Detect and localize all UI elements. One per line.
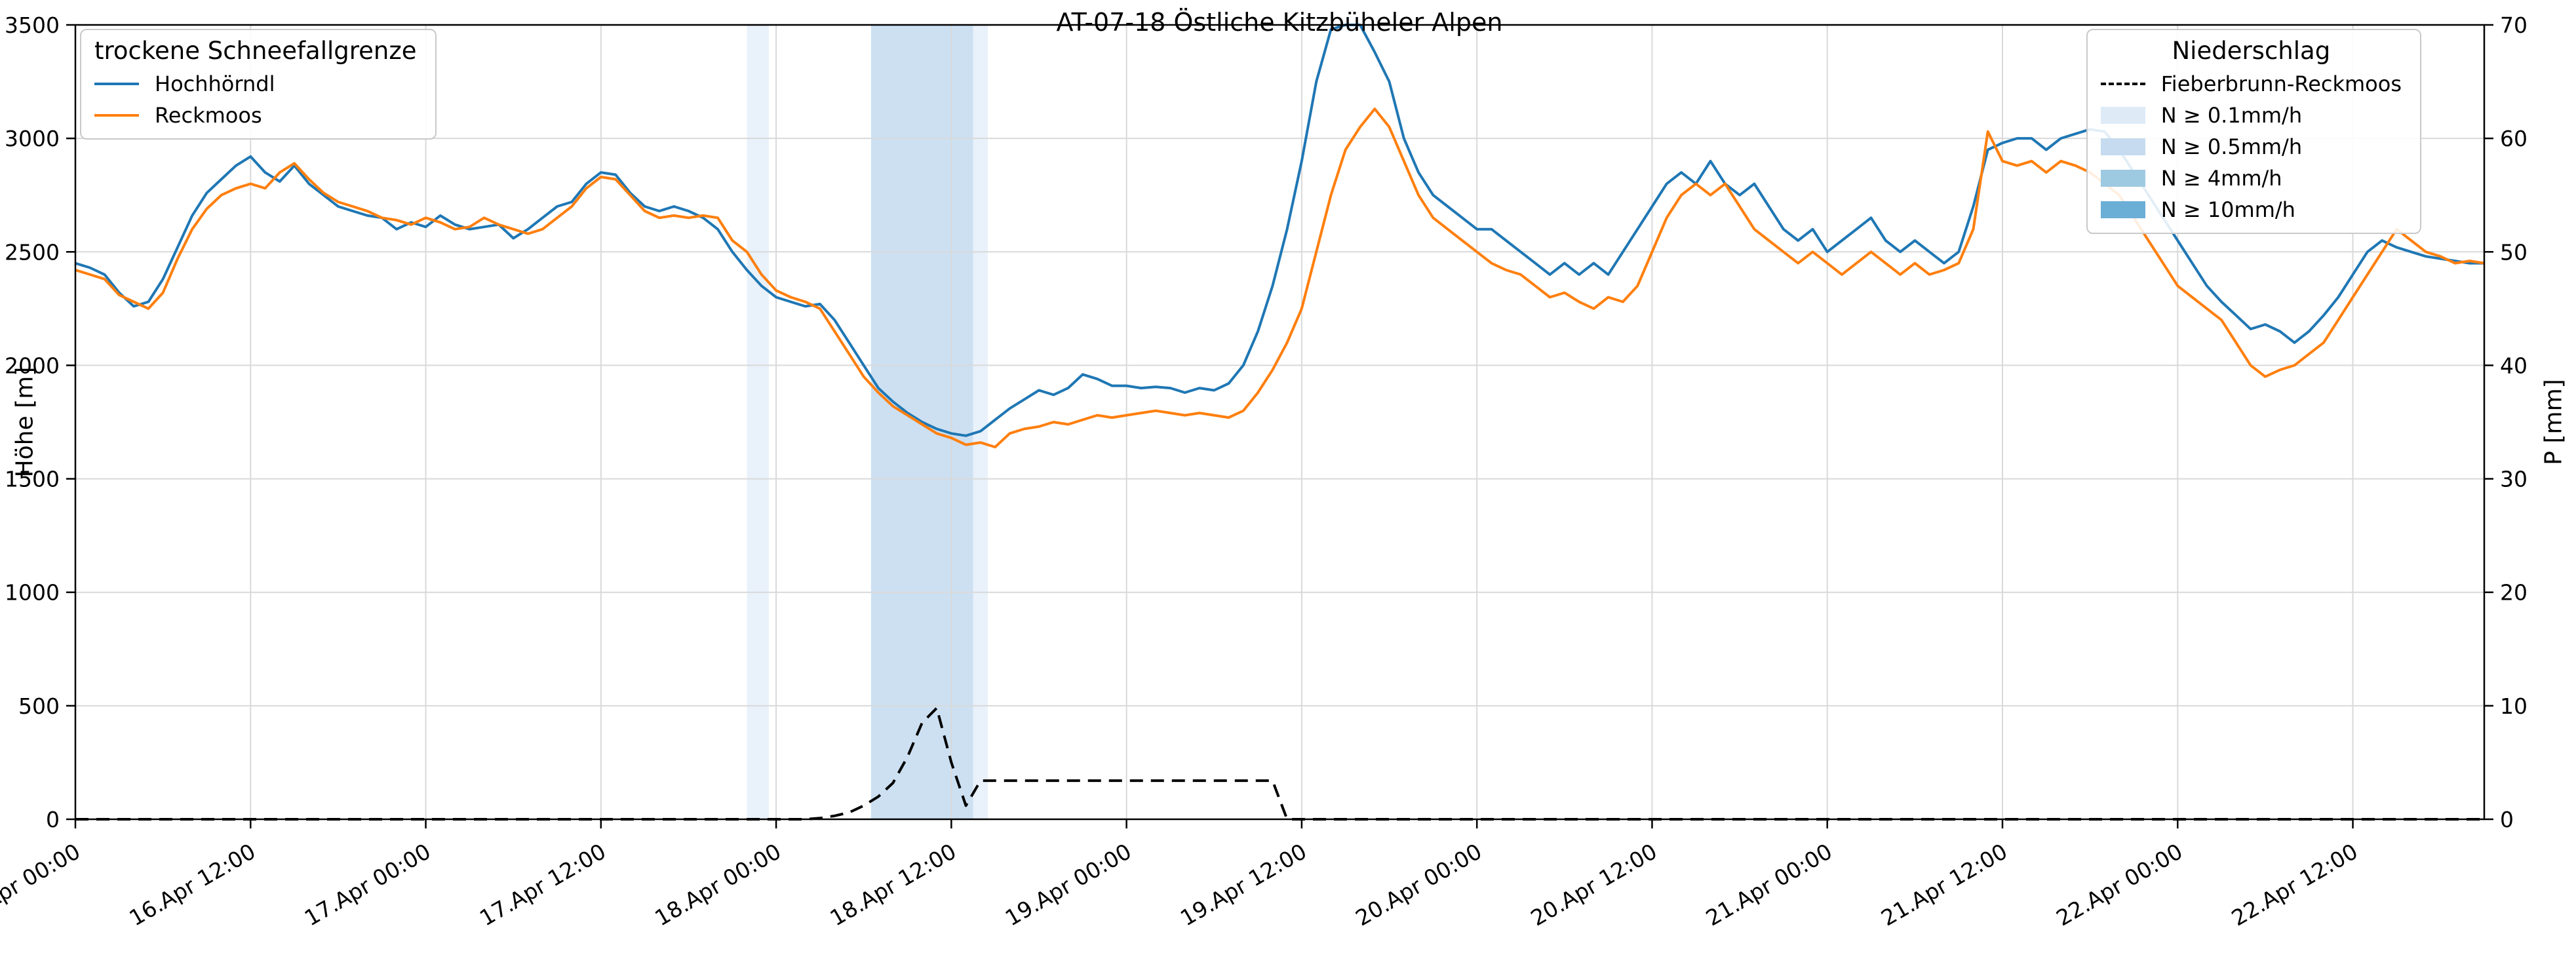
precip-band [973,25,988,819]
x-tick-label: 16.Apr 12:00 [125,838,260,931]
legend-item-label: N ≥ 10mm/h [2160,197,2295,222]
legend-item-label: Fieberbrunn-Reckmoos [2160,71,2402,96]
series-reckmoos [75,107,2485,449]
x-tick-label: 21.Apr 12:00 [1877,838,2012,931]
left-tick-label: 3000 [5,126,60,151]
precip-patch-4-swatch [2100,170,2145,187]
legend-snowline-title: trockene Schneefallgrenze [94,37,417,65]
legend-precip: Niederschlag Fieberbrunn-Reckmoos N ≥ 0.… [2086,29,2421,234]
legend-item-label: Reckmoos [155,103,262,128]
x-tick-label: 18.Apr 00:00 [650,838,785,931]
x-tick-label: 21.Apr 00:00 [1702,838,1837,931]
right-tick-label: 20 [2500,580,2527,606]
left-tick-label: 0 [46,807,60,832]
left-tick-label: 1000 [5,580,60,606]
legend-item-label: N ≥ 4mm/h [2160,166,2282,191]
x-tick-label: 22.Apr 12:00 [2227,838,2362,931]
legend-precip-title: Niederschlag [2172,37,2331,65]
legend-item-n05: N ≥ 0.5mm/h [2100,134,2402,159]
x-tick-label: 19.Apr 00:00 [1001,838,1136,931]
chart-title: AT-07-18 Östliche Kitzbüheler Alpen [1056,8,1503,37]
x-tick-label: 22.Apr 00:00 [2052,838,2187,931]
left-tick-label: 1500 [5,467,60,492]
left-tick-label: 2000 [5,353,60,378]
x-tick-label: 20.Apr 12:00 [1527,838,1662,931]
x-tick-label: 19.Apr 12:00 [1176,838,1311,931]
left-axis-label: Höhe [m] [11,366,39,478]
series-fieberbrunn-reckmoos [75,707,2484,821]
x-tick-label: 16.Apr 00:00 [0,838,85,931]
precip-band [747,25,769,819]
left-tick-label: 2500 [5,239,60,265]
legend-item-fieberbrunn-reckmoos: Fieberbrunn-Reckmoos [2100,71,2402,96]
x-tick-label: 17.Apr 12:00 [475,838,610,931]
reckmoos-line-swatch [94,114,139,117]
dashed-line-swatch [2100,83,2145,85]
right-tick-label: 0 [2500,807,2514,832]
x-tick-label: 18.Apr 12:00 [826,838,961,931]
left-tick-label: 500 [18,693,60,719]
right-tick-label: 70 [2500,12,2527,38]
right-tick-label: 40 [2500,353,2527,378]
legend-item-n10: N ≥ 10mm/h [2100,197,2402,222]
legend-item-n01: N ≥ 0.1mm/h [2100,103,2402,128]
left-tick-label: 3500 [5,12,60,38]
right-axis-label: P [mm] [2540,379,2567,465]
x-tick-label: 17.Apr 00:00 [300,838,435,931]
right-tick-label: 30 [2500,467,2527,492]
legend-item-label: N ≥ 0.5mm/h [2160,134,2303,159]
legend-snowline: trockene Schneefallgrenze Hochhörndl Rec… [80,29,437,140]
legend-item-hochhoerndl: Hochhörndl [94,71,417,96]
hochhoerndl-line-swatch [94,83,139,85]
plot-border [74,24,2486,821]
right-tick-label: 10 [2500,693,2527,719]
right-tick-label: 50 [2500,239,2527,265]
legend-item-n4: N ≥ 4mm/h [2100,166,2402,191]
right-tick-label: 60 [2500,126,2527,151]
precip-patch-05-swatch [2100,138,2145,155]
legend-item-label: Hochhörndl [155,71,275,96]
precip-patch-01-swatch [2100,107,2145,124]
legend-item-reckmoos: Reckmoos [94,103,417,128]
legend-item-label: N ≥ 0.1mm/h [2160,103,2303,128]
precip-patch-10-swatch [2100,201,2145,218]
x-tick-label: 20.Apr 00:00 [1351,838,1486,931]
series-hochh-rndl [75,24,2484,437]
